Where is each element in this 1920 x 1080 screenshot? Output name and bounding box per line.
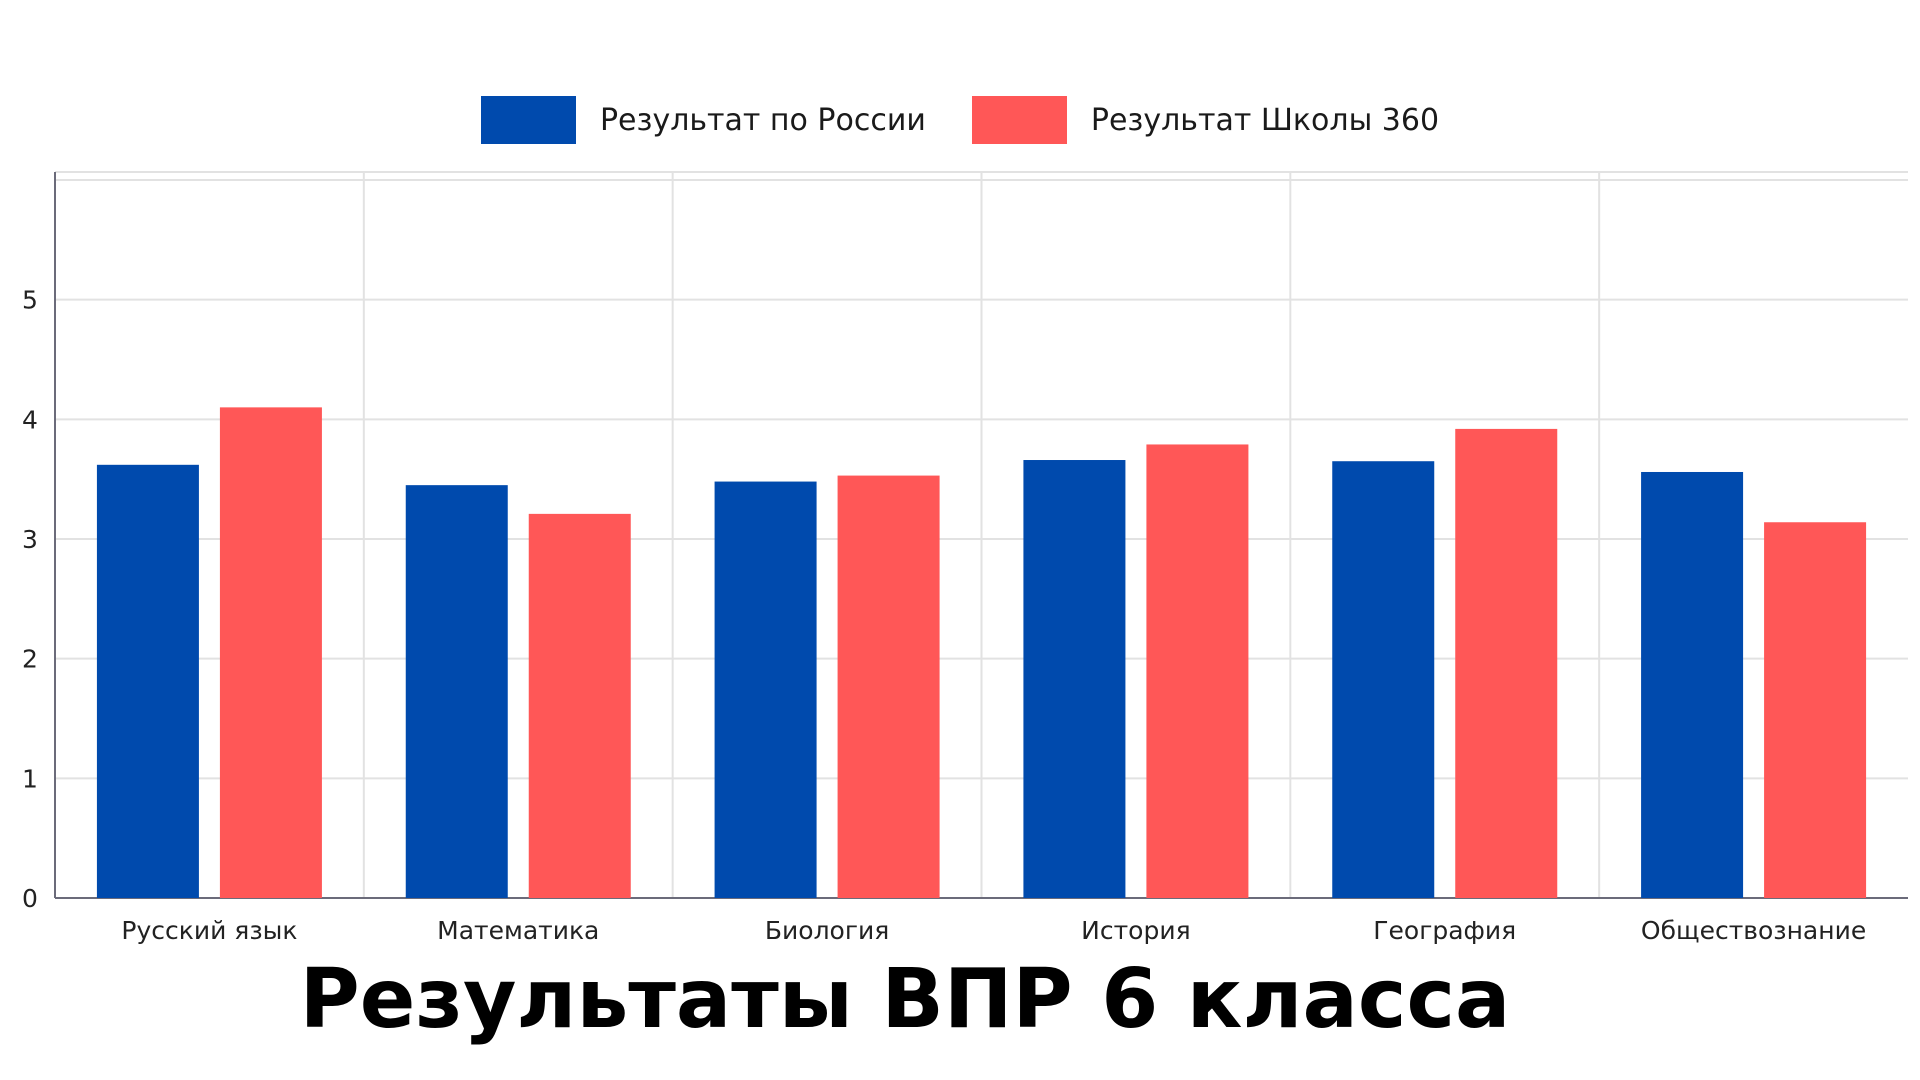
bar-russia (714, 481, 817, 898)
y-tick-label: 0 (22, 884, 38, 913)
bar-school (219, 407, 322, 898)
y-tick-label: 1 (22, 764, 38, 793)
x-tick-label: Биология (765, 916, 889, 945)
chart-legend: Результат по России Результат Школы 360 (0, 96, 1920, 144)
bar-russia (1641, 471, 1744, 898)
x-tick-label: История (1081, 916, 1190, 945)
x-tick-label: Русский язык (121, 916, 297, 945)
bar-school (528, 513, 631, 898)
bar-school (1455, 428, 1558, 898)
y-tick-label: 3 (22, 525, 38, 554)
bar-russia (1332, 461, 1435, 898)
x-tick-label: Математика (437, 916, 599, 945)
y-tick-label: 2 (22, 645, 38, 674)
bar-school (1146, 444, 1249, 898)
legend-swatch-school (971, 96, 1067, 144)
bar-russia (96, 464, 199, 898)
bar-school (837, 475, 940, 898)
chart-title: Результаты ВПР 6 класса (299, 952, 1511, 1047)
bar-russia (405, 485, 508, 898)
legend-swatch-russia (480, 96, 576, 144)
bar-school (1764, 522, 1867, 898)
legend-label-russia: Результат по России (599, 102, 926, 138)
x-tick-label: Обществознание (1641, 916, 1866, 945)
x-tick-label: География (1373, 916, 1516, 945)
bar-russia (1023, 460, 1126, 898)
y-tick-label: 5 (22, 286, 38, 315)
legend-item-russia: Результат по России (480, 96, 926, 144)
y-tick-label: 4 (22, 405, 38, 434)
legend-item-school: Результат Школы 360 (971, 96, 1440, 144)
legend-label-school: Результат Школы 360 (1090, 102, 1440, 138)
